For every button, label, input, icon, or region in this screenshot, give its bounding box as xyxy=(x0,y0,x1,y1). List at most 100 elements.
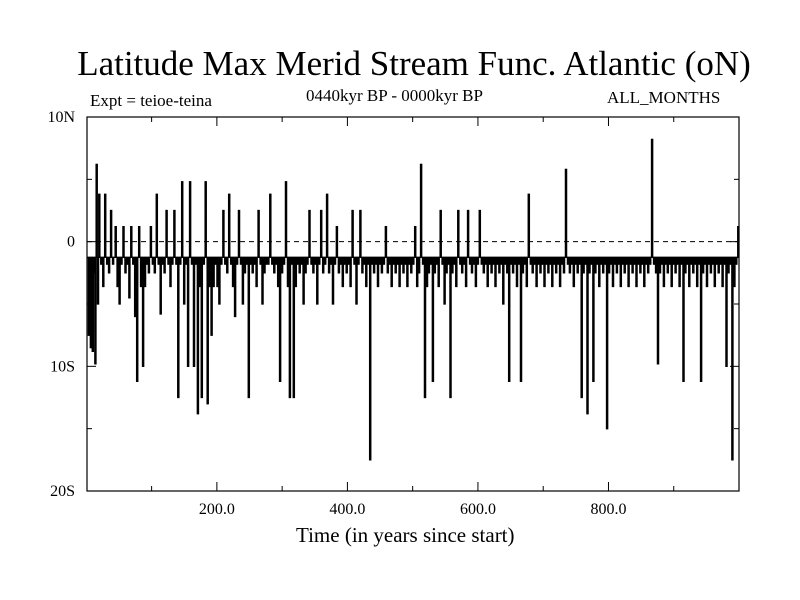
data-point-92 xyxy=(265,263,268,265)
data-point-201 xyxy=(479,209,481,212)
data-point-277 xyxy=(628,285,630,288)
data-point-132 xyxy=(344,263,346,265)
y-tick-label-2: 10S xyxy=(50,358,75,375)
data-point-17 xyxy=(118,303,121,305)
x-tick-label-1: 400.0 xyxy=(329,501,365,518)
data-point-58 xyxy=(199,285,201,288)
data-point-11 xyxy=(106,263,108,265)
data-point-327 xyxy=(725,365,728,367)
data-point-269 xyxy=(612,285,614,288)
data-point-142 xyxy=(363,263,365,265)
data-point-47 xyxy=(177,396,179,399)
data-point-6 xyxy=(97,303,99,305)
data-point-127 xyxy=(334,263,336,265)
data-point-167 xyxy=(412,263,414,265)
data-point-77 xyxy=(236,263,238,265)
data-point-13 xyxy=(110,209,112,212)
data-point-229 xyxy=(534,263,536,265)
data-point-264 xyxy=(602,272,604,274)
data-point-179 xyxy=(436,263,438,265)
data-point-57 xyxy=(197,413,199,415)
data-point-200 xyxy=(477,263,479,265)
data-point-332 xyxy=(735,263,737,265)
data-point-64 xyxy=(211,334,213,336)
data-point-41 xyxy=(165,209,168,212)
data-point-27 xyxy=(138,226,140,228)
data-point-287 xyxy=(647,272,649,274)
data-point-237 xyxy=(549,263,551,265)
data-point-35 xyxy=(154,272,156,274)
data-point-198 xyxy=(473,263,475,265)
data-point-303 xyxy=(678,285,681,288)
data-point-241 xyxy=(557,263,559,265)
data-point-208 xyxy=(492,263,495,265)
data-point-203 xyxy=(483,272,485,274)
data-point-62 xyxy=(207,403,209,405)
data-point-280 xyxy=(633,263,636,265)
data-point-259 xyxy=(592,380,595,382)
data-point-86 xyxy=(254,263,256,265)
data-point-115 xyxy=(310,263,313,265)
x-axis-title: Time (in years since start) xyxy=(296,523,515,547)
data-point-4 xyxy=(94,363,97,365)
data-point-240 xyxy=(555,272,557,274)
data-point-52 xyxy=(187,365,189,367)
data-point-317 xyxy=(706,285,708,288)
data-point-194 xyxy=(465,285,467,288)
data-point-239 xyxy=(553,263,555,265)
data-point-300 xyxy=(673,263,675,265)
data-point-254 xyxy=(583,272,585,274)
data-point-260 xyxy=(594,272,596,274)
data-point-44 xyxy=(171,263,174,265)
data-point-153 xyxy=(385,226,387,228)
data-point-316 xyxy=(704,263,706,265)
y-tick-label-1: 0 xyxy=(67,234,75,251)
tick-labels-layer: 200.0 400.0 600.0 800.0 10N 0 10S 20S xyxy=(47,109,626,518)
data-point-293 xyxy=(659,272,661,274)
data-point-138 xyxy=(355,303,358,305)
data-point-315 xyxy=(702,272,704,274)
series-line-0 xyxy=(87,138,740,461)
data-point-249 xyxy=(573,285,575,288)
data-point-257 xyxy=(588,272,591,274)
data-point-187 xyxy=(451,272,454,274)
data-point-164 xyxy=(406,285,408,288)
data-point-101 xyxy=(283,263,285,265)
data-point-14 xyxy=(112,263,114,265)
data-point-182 xyxy=(442,263,444,265)
data-point-186 xyxy=(449,396,452,399)
data-point-147 xyxy=(373,272,375,274)
data-point-155 xyxy=(389,263,391,265)
data-point-129 xyxy=(338,272,340,274)
data-point-67 xyxy=(216,285,219,288)
data-point-65 xyxy=(212,285,215,288)
data-point-253 xyxy=(581,396,583,399)
data-point-160 xyxy=(398,285,401,288)
data-point-310 xyxy=(692,272,694,274)
data-point-189 xyxy=(455,285,457,288)
data-point-105 xyxy=(291,263,293,265)
plot-frame xyxy=(86,116,740,492)
data-point-294 xyxy=(661,263,663,265)
data-point-319 xyxy=(710,272,712,274)
data-point-94 xyxy=(269,193,271,195)
data-point-235 xyxy=(545,263,548,265)
data-point-71 xyxy=(224,263,226,265)
data-point-9 xyxy=(102,285,104,288)
data-point-320 xyxy=(712,263,714,265)
data-point-165 xyxy=(408,263,410,265)
data-point-24 xyxy=(132,263,134,265)
data-point-123 xyxy=(326,193,328,195)
data-point-99 xyxy=(279,380,281,382)
data-point-308 xyxy=(688,285,690,288)
data-point-148 xyxy=(375,263,377,265)
data-point-63 xyxy=(209,285,211,288)
data-point-311 xyxy=(694,263,696,265)
data-point-236 xyxy=(547,272,549,274)
data-point-143 xyxy=(365,285,367,288)
period-label: 0440kyr BP - 0000kyr BP xyxy=(306,86,483,105)
data-point-234 xyxy=(543,285,546,288)
data-point-281 xyxy=(635,285,638,288)
data-point-183 xyxy=(444,303,446,305)
data-point-55 xyxy=(193,365,195,367)
